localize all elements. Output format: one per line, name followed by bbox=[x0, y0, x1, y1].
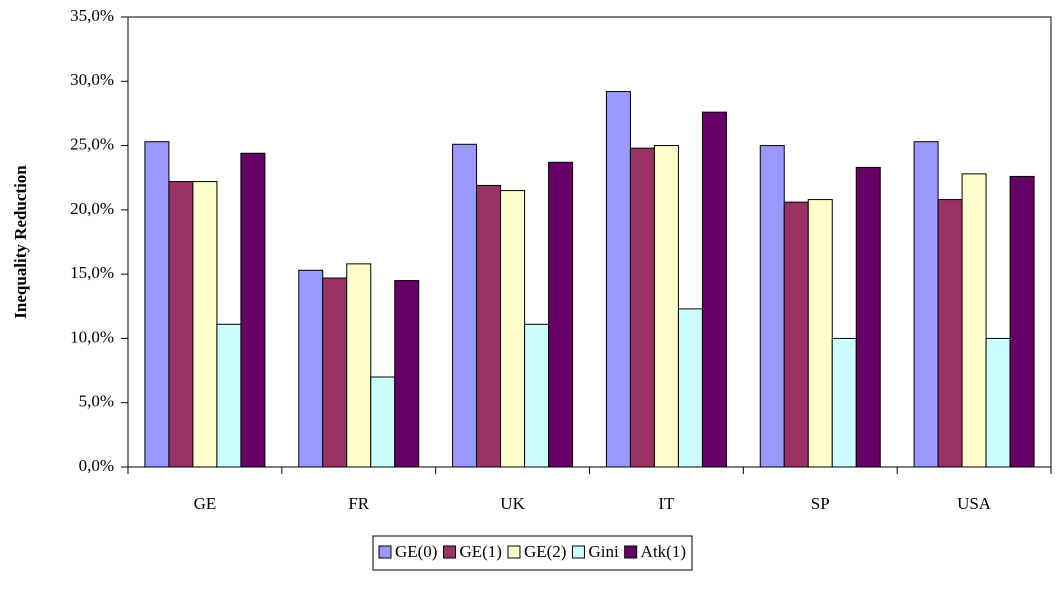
bar bbox=[144, 141, 170, 468]
y-tick-label: 5,0% bbox=[79, 392, 114, 411]
bar bbox=[500, 190, 526, 468]
bar bbox=[370, 376, 396, 468]
bar bbox=[653, 145, 679, 468]
y-tick-label: 25,0% bbox=[70, 134, 114, 153]
bar bbox=[677, 308, 703, 468]
bar bbox=[192, 181, 218, 468]
bar bbox=[298, 269, 324, 468]
bar bbox=[524, 323, 550, 468]
bar bbox=[394, 280, 420, 468]
bar bbox=[701, 111, 727, 468]
bar bbox=[216, 323, 242, 468]
legend-label: Gini bbox=[588, 542, 619, 561]
legend: GE(0) GE(1) GE(2) Gini Atk(1) bbox=[372, 535, 693, 571]
bar bbox=[452, 143, 478, 468]
bar bbox=[913, 141, 939, 468]
bar bbox=[807, 199, 833, 468]
y-tick-label: 15,0% bbox=[70, 263, 114, 282]
y-tick-label: 20,0% bbox=[70, 199, 114, 218]
bar bbox=[629, 147, 655, 468]
x-tick-label: UK bbox=[500, 494, 525, 513]
bar bbox=[240, 152, 266, 468]
bar bbox=[783, 201, 809, 468]
legend-swatch bbox=[624, 545, 638, 559]
y-tick-label: 30,0% bbox=[70, 70, 114, 89]
bar bbox=[476, 184, 502, 468]
x-tick-label: USA bbox=[957, 494, 992, 513]
legend-label: GE(1) bbox=[459, 542, 501, 561]
plot-frame bbox=[127, 16, 1052, 468]
bar bbox=[548, 161, 574, 468]
bar bbox=[937, 199, 963, 468]
y-tick-label: 0,0% bbox=[79, 456, 114, 475]
legend-swatch bbox=[507, 545, 521, 559]
bar bbox=[831, 337, 857, 468]
bar bbox=[346, 263, 372, 468]
y-tick-label: 10,0% bbox=[70, 327, 114, 346]
bar bbox=[605, 91, 631, 468]
legend-swatch bbox=[571, 545, 585, 559]
legend-label: GE(0) bbox=[395, 542, 437, 561]
bar bbox=[1009, 175, 1035, 468]
x-tick-label: FR bbox=[348, 494, 369, 513]
bar bbox=[961, 173, 987, 468]
x-tick-label: SP bbox=[811, 494, 830, 513]
x-tick-label: GE bbox=[194, 494, 217, 513]
bar bbox=[985, 337, 1011, 468]
legend-box bbox=[372, 535, 693, 571]
x-tick-label: IT bbox=[658, 494, 675, 513]
legend-swatch bbox=[378, 545, 392, 559]
bar bbox=[759, 145, 785, 468]
y-axis-label: Inequality Reduction bbox=[11, 165, 30, 319]
legend-swatch bbox=[442, 545, 456, 559]
y-tick-label: 35,0% bbox=[70, 6, 114, 25]
legend-label: GE(2) bbox=[524, 542, 566, 561]
bar bbox=[322, 277, 348, 468]
bar bbox=[168, 181, 194, 468]
bar bbox=[855, 166, 881, 468]
legend-label: Atk(1) bbox=[641, 542, 686, 561]
